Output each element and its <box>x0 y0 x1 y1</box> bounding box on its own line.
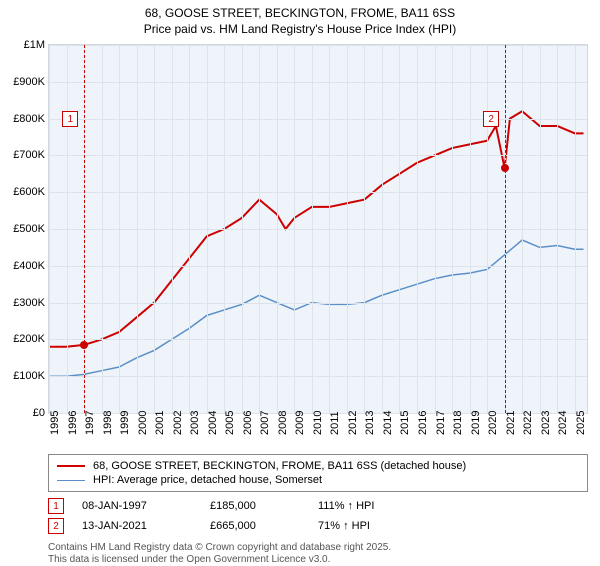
y-axis-label: £200K <box>1 333 45 345</box>
footer-line-1: Contains HM Land Registry data © Crown c… <box>48 542 588 554</box>
x-axis-label: 2022 <box>522 411 534 435</box>
x-axis-label: 2024 <box>557 411 569 435</box>
y-axis-label: £900K <box>1 76 45 88</box>
legend-item: HPI: Average price, detached house, Some… <box>57 473 579 487</box>
y-axis-label: £700K <box>1 149 45 161</box>
marker-dot <box>501 164 509 172</box>
series-hpi <box>49 240 583 376</box>
legend-label: HPI: Average price, detached house, Some… <box>93 474 322 486</box>
sale-marker-box: 1 <box>48 498 64 514</box>
x-axis-label: 2009 <box>294 411 306 435</box>
chart-subtitle: Price paid vs. HM Land Registry's House … <box>0 22 600 44</box>
x-axis-label: 2013 <box>364 411 376 435</box>
sale-pct: 71% ↑ HPI <box>318 520 370 532</box>
y-axis-label: £1M <box>1 39 45 51</box>
x-axis-label: 2005 <box>224 411 236 435</box>
x-axis-label: 2017 <box>435 411 447 435</box>
marker-box: 2 <box>483 111 499 127</box>
x-axis-label: 2004 <box>207 411 219 435</box>
marker-dot <box>80 341 88 349</box>
x-axis-label: 2007 <box>259 411 271 435</box>
sale-row: 1 08-JAN-1997 £185,000 111% ↑ HPI <box>48 496 588 516</box>
x-axis-label: 2025 <box>575 411 587 435</box>
x-axis-label: 1995 <box>49 411 61 435</box>
legend: 68, GOOSE STREET, BECKINGTON, FROME, BA1… <box>48 454 588 492</box>
footer-attribution: Contains HM Land Registry data © Crown c… <box>48 542 588 566</box>
chart-plot-area: £0£100K£200K£300K£400K£500K£600K£700K£80… <box>48 44 588 414</box>
legend-swatch <box>57 465 85 467</box>
sale-row: 2 13-JAN-2021 £665,000 71% ↑ HPI <box>48 516 588 536</box>
x-axis-label: 2016 <box>417 411 429 435</box>
x-axis-label: 2014 <box>382 411 394 435</box>
legend-swatch <box>57 480 85 481</box>
y-axis-label: £100K <box>1 370 45 382</box>
sales-table: 1 08-JAN-1997 £185,000 111% ↑ HPI 2 13-JAN-20… <box>48 496 588 536</box>
x-axis-label: 2002 <box>172 411 184 435</box>
x-axis-label: 1999 <box>119 411 131 435</box>
x-axis-label: 1997 <box>84 411 96 435</box>
x-axis-label: 2010 <box>312 411 324 435</box>
y-axis-label: £600K <box>1 186 45 198</box>
sale-marker-box: 2 <box>48 518 64 534</box>
chart-title: 68, GOOSE STREET, BECKINGTON, FROME, BA1… <box>0 0 600 22</box>
y-axis-label: £0 <box>1 407 45 419</box>
sale-pct: 111% ↑ HPI <box>318 500 374 512</box>
x-axis-label: 2018 <box>452 411 464 435</box>
x-axis-label: 2008 <box>277 411 289 435</box>
x-axis-label: 2011 <box>329 411 341 435</box>
footer-line-2: This data is licensed under the Open Gov… <box>48 554 588 566</box>
marker-line <box>505 45 506 413</box>
x-axis-label: 2020 <box>487 411 499 435</box>
x-axis-label: 2023 <box>540 411 552 435</box>
legend-item: 68, GOOSE STREET, BECKINGTON, FROME, BA1… <box>57 459 579 473</box>
x-axis-label: 2003 <box>189 411 201 435</box>
marker-line <box>84 45 85 413</box>
sale-price: £665,000 <box>210 520 300 532</box>
sale-date: 08-JAN-1997 <box>82 500 192 512</box>
x-axis-label: 1998 <box>102 411 114 435</box>
y-axis-label: £400K <box>1 260 45 272</box>
x-axis-label: 1996 <box>67 411 79 435</box>
x-axis-label: 2006 <box>242 411 254 435</box>
x-axis-label: 2001 <box>154 411 166 435</box>
y-axis-label: £300K <box>1 297 45 309</box>
sale-date: 13-JAN-2021 <box>82 520 192 532</box>
x-axis-label: 2019 <box>470 411 482 435</box>
marker-box: 1 <box>62 111 78 127</box>
x-axis-label: 2021 <box>505 411 517 435</box>
x-axis-label: 2000 <box>137 411 149 435</box>
x-axis-label: 2012 <box>347 411 359 435</box>
y-axis-label: £800K <box>1 113 45 125</box>
sale-price: £185,000 <box>210 500 300 512</box>
legend-label: 68, GOOSE STREET, BECKINGTON, FROME, BA1… <box>93 460 466 472</box>
y-axis-label: £500K <box>1 223 45 235</box>
x-axis-label: 2015 <box>399 411 411 435</box>
